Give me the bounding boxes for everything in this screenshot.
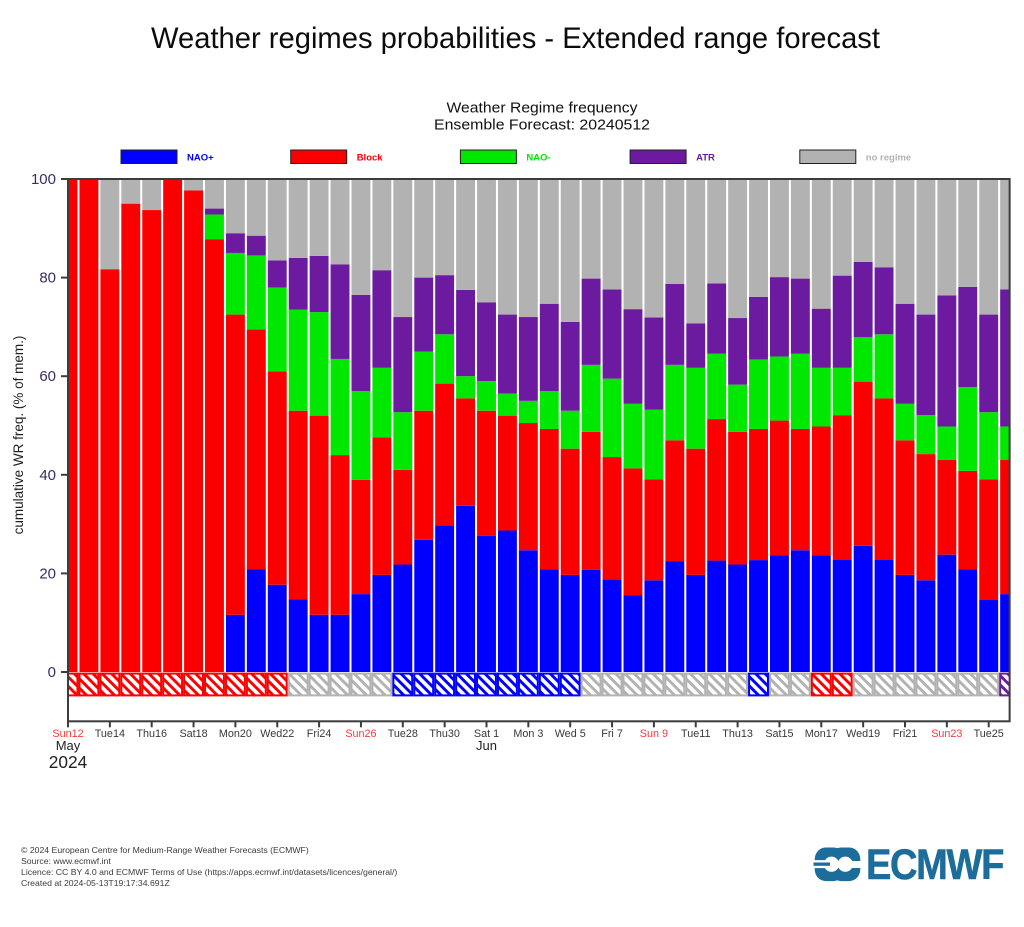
svg-text:Sun26: Sun26 [345, 728, 376, 740]
svg-text:ECMWF: ECMWF [866, 841, 1003, 889]
svg-text:Block: Block [357, 153, 384, 164]
svg-text:Tue11: Tue11 [681, 728, 710, 740]
svg-text:Mon 3: Mon 3 [513, 728, 543, 740]
svg-text:© 2024 European Centre for Med: © 2024 European Centre for Medium-Range … [21, 845, 309, 855]
svg-text:Weather regimes probabilities: Weather regimes probabilities - Extended… [151, 22, 881, 55]
svg-text:Sat 1: Sat 1 [474, 728, 499, 740]
svg-text:Tue25: Tue25 [974, 728, 1004, 740]
svg-text:NAO+: NAO+ [187, 153, 214, 164]
svg-text:80: 80 [39, 270, 56, 287]
svg-text:Sun23: Sun23 [931, 728, 962, 740]
svg-text:Source: www.ecmwf.int: Source: www.ecmwf.int [21, 856, 111, 866]
svg-text:ATR: ATR [696, 153, 715, 164]
svg-text:20: 20 [39, 565, 56, 582]
svg-text:NAO-: NAO- [526, 153, 550, 164]
svg-text:Sat18: Sat18 [179, 728, 207, 740]
svg-text:Mon17: Mon17 [805, 728, 838, 740]
svg-text:Thu13: Thu13 [722, 728, 753, 740]
svg-text:Jun: Jun [476, 738, 497, 753]
svg-text:100: 100 [31, 171, 56, 188]
svg-text:Sun 9: Sun 9 [640, 728, 668, 740]
svg-text:Fri24: Fri24 [307, 728, 332, 740]
svg-text:2024: 2024 [49, 752, 88, 772]
svg-text:Sun12: Sun12 [52, 728, 83, 740]
svg-text:Sat15: Sat15 [765, 728, 793, 740]
svg-text:40: 40 [39, 467, 56, 484]
svg-text:Licence: CC BY 4.0 and ECMWF T: Licence: CC BY 4.0 and ECMWF Terms of Us… [21, 867, 397, 877]
svg-text:Fri 7: Fri 7 [601, 728, 623, 740]
svg-text:Weather Regime frequency: Weather Regime frequency [447, 101, 639, 117]
svg-text:May: May [56, 738, 81, 753]
svg-text:Wed 5: Wed 5 [555, 728, 586, 740]
svg-text:0: 0 [48, 664, 56, 681]
svg-text:Ensemble Forecast: 20240512: Ensemble Forecast: 20240512 [434, 118, 650, 134]
svg-text:Wed22: Wed22 [260, 728, 294, 740]
svg-text:no regime: no regime [866, 153, 911, 164]
svg-text:Mon20: Mon20 [219, 728, 252, 740]
svg-text:Created at 2024-05-13T19:17:34: Created at 2024-05-13T19:17:34.691Z [21, 878, 170, 888]
svg-text:Fri21: Fri21 [893, 728, 918, 740]
svg-text:Tue28: Tue28 [388, 728, 418, 740]
svg-text:Wed19: Wed19 [846, 728, 880, 740]
svg-text:60: 60 [39, 368, 56, 385]
svg-text:Thu16: Thu16 [136, 728, 167, 740]
svg-text:Thu30: Thu30 [429, 728, 460, 740]
svg-text:Tue14: Tue14 [95, 728, 125, 740]
svg-text:cumulative WR freq. (% of mem.: cumulative WR freq. (% of mem.) [11, 336, 26, 535]
